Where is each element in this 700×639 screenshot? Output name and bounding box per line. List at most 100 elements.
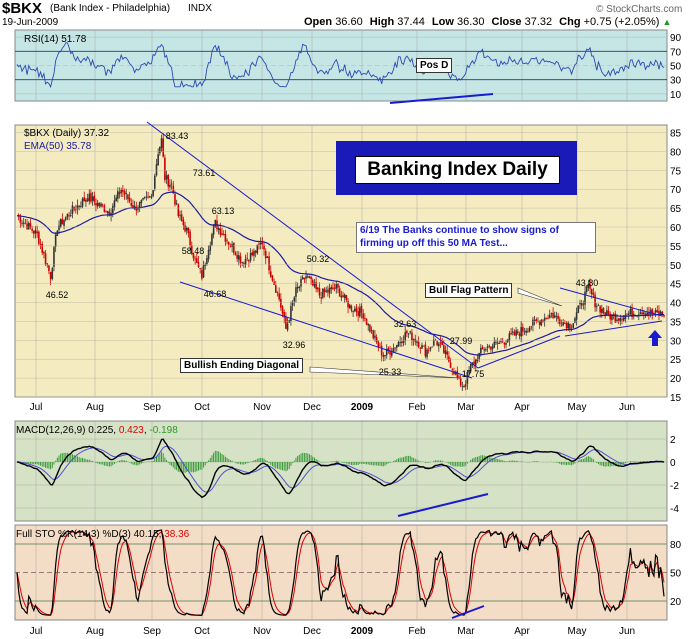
rsi-label: RSI(14) 51.78	[24, 34, 86, 45]
support-line	[477, 335, 561, 369]
ema-label: EMA(50) 35.78	[24, 141, 91, 152]
price-bar-body	[493, 341, 496, 348]
price-bar-body	[286, 323, 289, 331]
month-label-bottom: Sep	[143, 626, 161, 637]
price-bar-body	[266, 256, 269, 258]
price-bar-body	[511, 331, 514, 333]
price-bar-body	[407, 333, 410, 335]
price-bar-body	[150, 196, 153, 198]
price-bar-body	[629, 309, 632, 315]
price-bar-body	[409, 331, 412, 333]
price-tick: 65	[670, 204, 682, 215]
price-bar-body	[43, 251, 45, 254]
price-bar-body	[174, 194, 176, 205]
price-bar-body	[61, 219, 64, 225]
ema50-line	[16, 191, 665, 356]
price-bar-body	[582, 303, 585, 305]
price-bar-body	[105, 211, 107, 213]
price-bar-body	[180, 214, 183, 221]
price-bar-body	[115, 197, 117, 202]
price-bar-body	[48, 265, 50, 272]
price-bar-body	[478, 352, 480, 360]
price-bar-body	[41, 243, 44, 253]
month-label-mid: Oct	[194, 402, 210, 413]
price-value-label: 46.52	[46, 290, 69, 300]
chg-up-arrow-icon: ▲	[662, 17, 672, 27]
price-bar-body	[27, 222, 30, 230]
price-bar-body	[128, 197, 131, 202]
month-label-mid: Mar	[457, 402, 475, 413]
price-bar-body	[241, 261, 243, 263]
price-bar-body	[503, 342, 506, 345]
price-bar-body	[269, 271, 272, 277]
price-bar-body	[78, 205, 80, 207]
price-bar-body	[155, 164, 158, 176]
month-label-mid: Nov	[253, 402, 271, 413]
price-bar-body	[619, 317, 622, 322]
price-bar-body	[338, 288, 341, 297]
open-label: Open	[304, 16, 333, 28]
price-bar-body	[175, 203, 178, 205]
price-bar-body	[327, 289, 329, 293]
price-bar-body	[243, 263, 245, 264]
price-bar-body	[421, 344, 423, 349]
price-bar-body	[567, 322, 570, 329]
price-bar-body	[661, 311, 664, 315]
ema-value: 35.78	[66, 141, 92, 152]
price-bar-body	[295, 287, 297, 297]
price-bar-body	[422, 345, 425, 347]
price-bar-body	[256, 244, 259, 254]
price-bar-body	[426, 349, 428, 358]
price-bar-body	[392, 348, 395, 353]
price-bar-body	[202, 265, 205, 278]
price-bar-body	[86, 198, 89, 201]
price-bar-body	[429, 347, 432, 350]
price-bar-body	[622, 317, 625, 321]
price-bar-body	[552, 312, 554, 318]
diagonal-lower-line	[179, 281, 473, 379]
month-label-mid: Sep	[143, 402, 161, 413]
price-bar-body	[575, 312, 578, 320]
price-bar-body	[117, 191, 119, 199]
price-bar-body	[530, 326, 533, 328]
price-bar-body	[434, 339, 437, 341]
price-bar-body	[411, 332, 413, 341]
price-bar-body	[382, 355, 385, 357]
price-tick: 70	[670, 185, 682, 196]
price-bar-body	[515, 330, 517, 336]
price-bar-body	[481, 346, 484, 350]
price-bar-body	[75, 209, 77, 211]
up-arrow-icon	[648, 330, 662, 346]
price-bar-body	[516, 331, 519, 334]
sto-tick: 20	[670, 597, 682, 608]
price-bar-body	[496, 342, 499, 344]
price-bar-body	[459, 377, 462, 386]
price-tick: 35	[670, 317, 682, 328]
price-tick: 75	[670, 166, 682, 177]
price-bar-body	[127, 194, 129, 200]
price-bar-body	[285, 317, 287, 329]
price-bar-body	[560, 325, 563, 327]
price-value-label: 43.80	[576, 278, 599, 288]
close-value: 37.32	[524, 16, 553, 28]
price-bar-body	[401, 341, 403, 344]
price-bar-body	[317, 287, 319, 290]
price-bar-body	[506, 339, 509, 342]
price-bar-body	[283, 312, 286, 318]
month-label-bottom: Jun	[619, 626, 635, 637]
price-bar-body	[474, 358, 477, 366]
price-bar-body	[595, 306, 598, 308]
bull-flag-callout: Bull Flag Pattern	[425, 283, 513, 298]
price-bar-body	[273, 281, 275, 285]
macd-label: MACD(12,26,9) 0.225, 0.423, -0.198	[16, 425, 178, 436]
sto-label: Full STO %K(14,3) %D(3) 40.15, 38.36	[16, 529, 190, 540]
macd-tick: 0	[670, 458, 676, 469]
price-value-label: 58.48	[182, 246, 205, 256]
price-bar-body	[259, 243, 262, 245]
price-value-label: 32.96	[283, 340, 306, 350]
price-bar-body	[93, 195, 96, 202]
price-bar-body	[159, 146, 161, 154]
price-bar-body	[231, 243, 233, 247]
index-name: (Bank Index - Philadelphia)	[50, 3, 171, 14]
price-bar-body	[308, 276, 311, 279]
